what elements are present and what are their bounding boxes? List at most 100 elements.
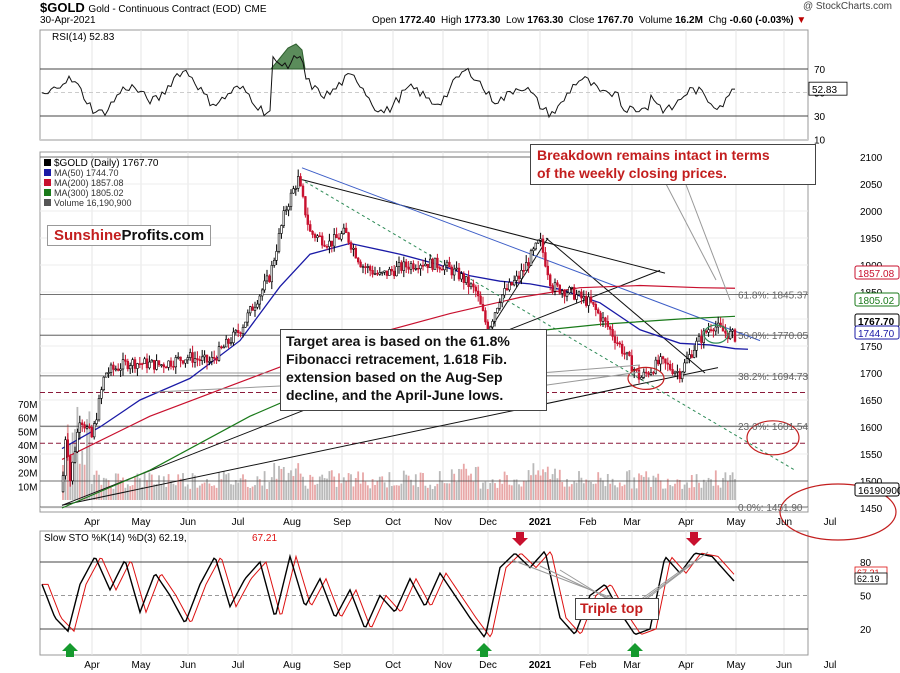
volume-bar bbox=[542, 469, 544, 500]
candle-body bbox=[155, 360, 158, 370]
candle-body bbox=[95, 419, 98, 424]
volume-bar bbox=[74, 429, 76, 500]
low-value: 1763.30 bbox=[527, 15, 564, 26]
volume-bar bbox=[78, 463, 81, 500]
candle-body bbox=[71, 461, 74, 482]
volume-bar bbox=[623, 484, 626, 500]
x-month-label: Dec bbox=[479, 517, 497, 528]
volume-bar bbox=[482, 482, 484, 500]
volume-bar bbox=[515, 479, 518, 500]
candle-body bbox=[356, 257, 360, 263]
candle-body bbox=[450, 266, 453, 276]
volume-bar bbox=[654, 477, 657, 500]
candle-body bbox=[179, 356, 182, 361]
legend-entry: Volume 16,190,900 bbox=[54, 198, 132, 208]
volume-bar bbox=[354, 477, 357, 500]
volume-bar bbox=[429, 484, 432, 500]
volume-bar bbox=[474, 467, 477, 500]
candle-body bbox=[124, 359, 127, 362]
candle-body bbox=[529, 250, 533, 266]
volume-bar bbox=[635, 488, 638, 500]
volume-bar bbox=[261, 485, 264, 500]
volume-bar bbox=[148, 472, 151, 500]
price-tick-label: 2050 bbox=[860, 180, 883, 191]
volume-bar bbox=[558, 469, 561, 500]
candle-body bbox=[630, 355, 634, 372]
breakdown-callout-line-2: of the weekly closing prices. bbox=[537, 165, 727, 181]
volume-bar bbox=[453, 473, 456, 500]
x-month-label: Jul bbox=[232, 517, 245, 528]
volume-bar bbox=[371, 479, 374, 500]
candle-body bbox=[217, 346, 221, 361]
volume-bar bbox=[172, 483, 175, 500]
volume-bar bbox=[606, 474, 609, 500]
volume-bar bbox=[614, 485, 616, 500]
candle-body bbox=[78, 422, 82, 433]
volume-bar bbox=[585, 479, 588, 500]
candle-body bbox=[347, 232, 350, 243]
volume-bar bbox=[626, 471, 628, 500]
volume-bar bbox=[693, 487, 696, 500]
candle-body bbox=[419, 265, 422, 269]
volume-bar bbox=[412, 485, 415, 500]
candle-body bbox=[524, 262, 528, 271]
volume-bar bbox=[724, 472, 727, 500]
candle-body bbox=[102, 376, 106, 391]
x-month-label: Jun bbox=[180, 660, 196, 671]
volume-bar bbox=[443, 483, 446, 500]
volume-bar bbox=[561, 482, 564, 500]
volume-bar bbox=[210, 485, 213, 500]
volume-bar bbox=[170, 481, 172, 500]
candle-body bbox=[498, 302, 501, 309]
volume-bar bbox=[309, 474, 312, 500]
candle-body bbox=[572, 287, 576, 300]
volume-bar bbox=[414, 474, 417, 500]
candle-body bbox=[457, 267, 461, 280]
candle-body bbox=[472, 283, 475, 288]
sunshine-profits-logo: SunshineProfits.com bbox=[47, 225, 212, 246]
volume-bar bbox=[563, 486, 566, 500]
legend-entry: MA(200) 1857.08 bbox=[54, 178, 124, 188]
volume-bar bbox=[518, 484, 520, 500]
volume-bar bbox=[590, 481, 592, 500]
volume-bar bbox=[227, 473, 230, 500]
volume-bar bbox=[671, 486, 674, 500]
volume-bar bbox=[290, 470, 292, 500]
x-month-label: Oct bbox=[385, 660, 401, 671]
candle-body bbox=[117, 368, 120, 371]
volume-bar bbox=[165, 486, 168, 500]
x-month-label: Feb bbox=[579, 517, 597, 528]
x-month-label: Feb bbox=[579, 660, 597, 671]
volume-bar bbox=[110, 487, 112, 500]
candle-body bbox=[532, 248, 535, 252]
volume-bar bbox=[688, 487, 691, 500]
candle-body bbox=[690, 354, 694, 358]
candle-body bbox=[592, 301, 595, 305]
candle-body bbox=[73, 451, 77, 463]
volume-bar bbox=[594, 483, 597, 500]
candle-body bbox=[695, 340, 698, 351]
target-area-ellipse bbox=[746, 420, 800, 456]
chart-annotations bbox=[62, 181, 897, 657]
volume-tick-label: 70M bbox=[18, 400, 37, 411]
volume-bar bbox=[194, 475, 196, 500]
candle-body bbox=[649, 372, 653, 375]
x-month-label: Apr bbox=[84, 660, 100, 671]
trend-line bbox=[297, 178, 666, 274]
candle-body bbox=[508, 282, 511, 291]
candle-body bbox=[373, 272, 377, 275]
candle-body bbox=[208, 361, 211, 363]
candle-body bbox=[416, 267, 420, 270]
volume-bar bbox=[186, 484, 189, 500]
volume-bar bbox=[302, 476, 304, 500]
target-callout-line-4: decline, and the April-June lows. bbox=[286, 387, 504, 403]
volume-bar bbox=[184, 486, 187, 500]
rsi-line bbox=[41, 54, 735, 119]
volume-bar bbox=[546, 466, 549, 500]
volume-bar bbox=[393, 485, 396, 500]
candle-body bbox=[213, 356, 216, 359]
candle-body bbox=[596, 309, 600, 314]
volume-bar bbox=[496, 487, 499, 500]
target-callout-line-3: extension based on the Aug-Sep bbox=[286, 369, 503, 385]
volume-bar bbox=[141, 487, 144, 500]
